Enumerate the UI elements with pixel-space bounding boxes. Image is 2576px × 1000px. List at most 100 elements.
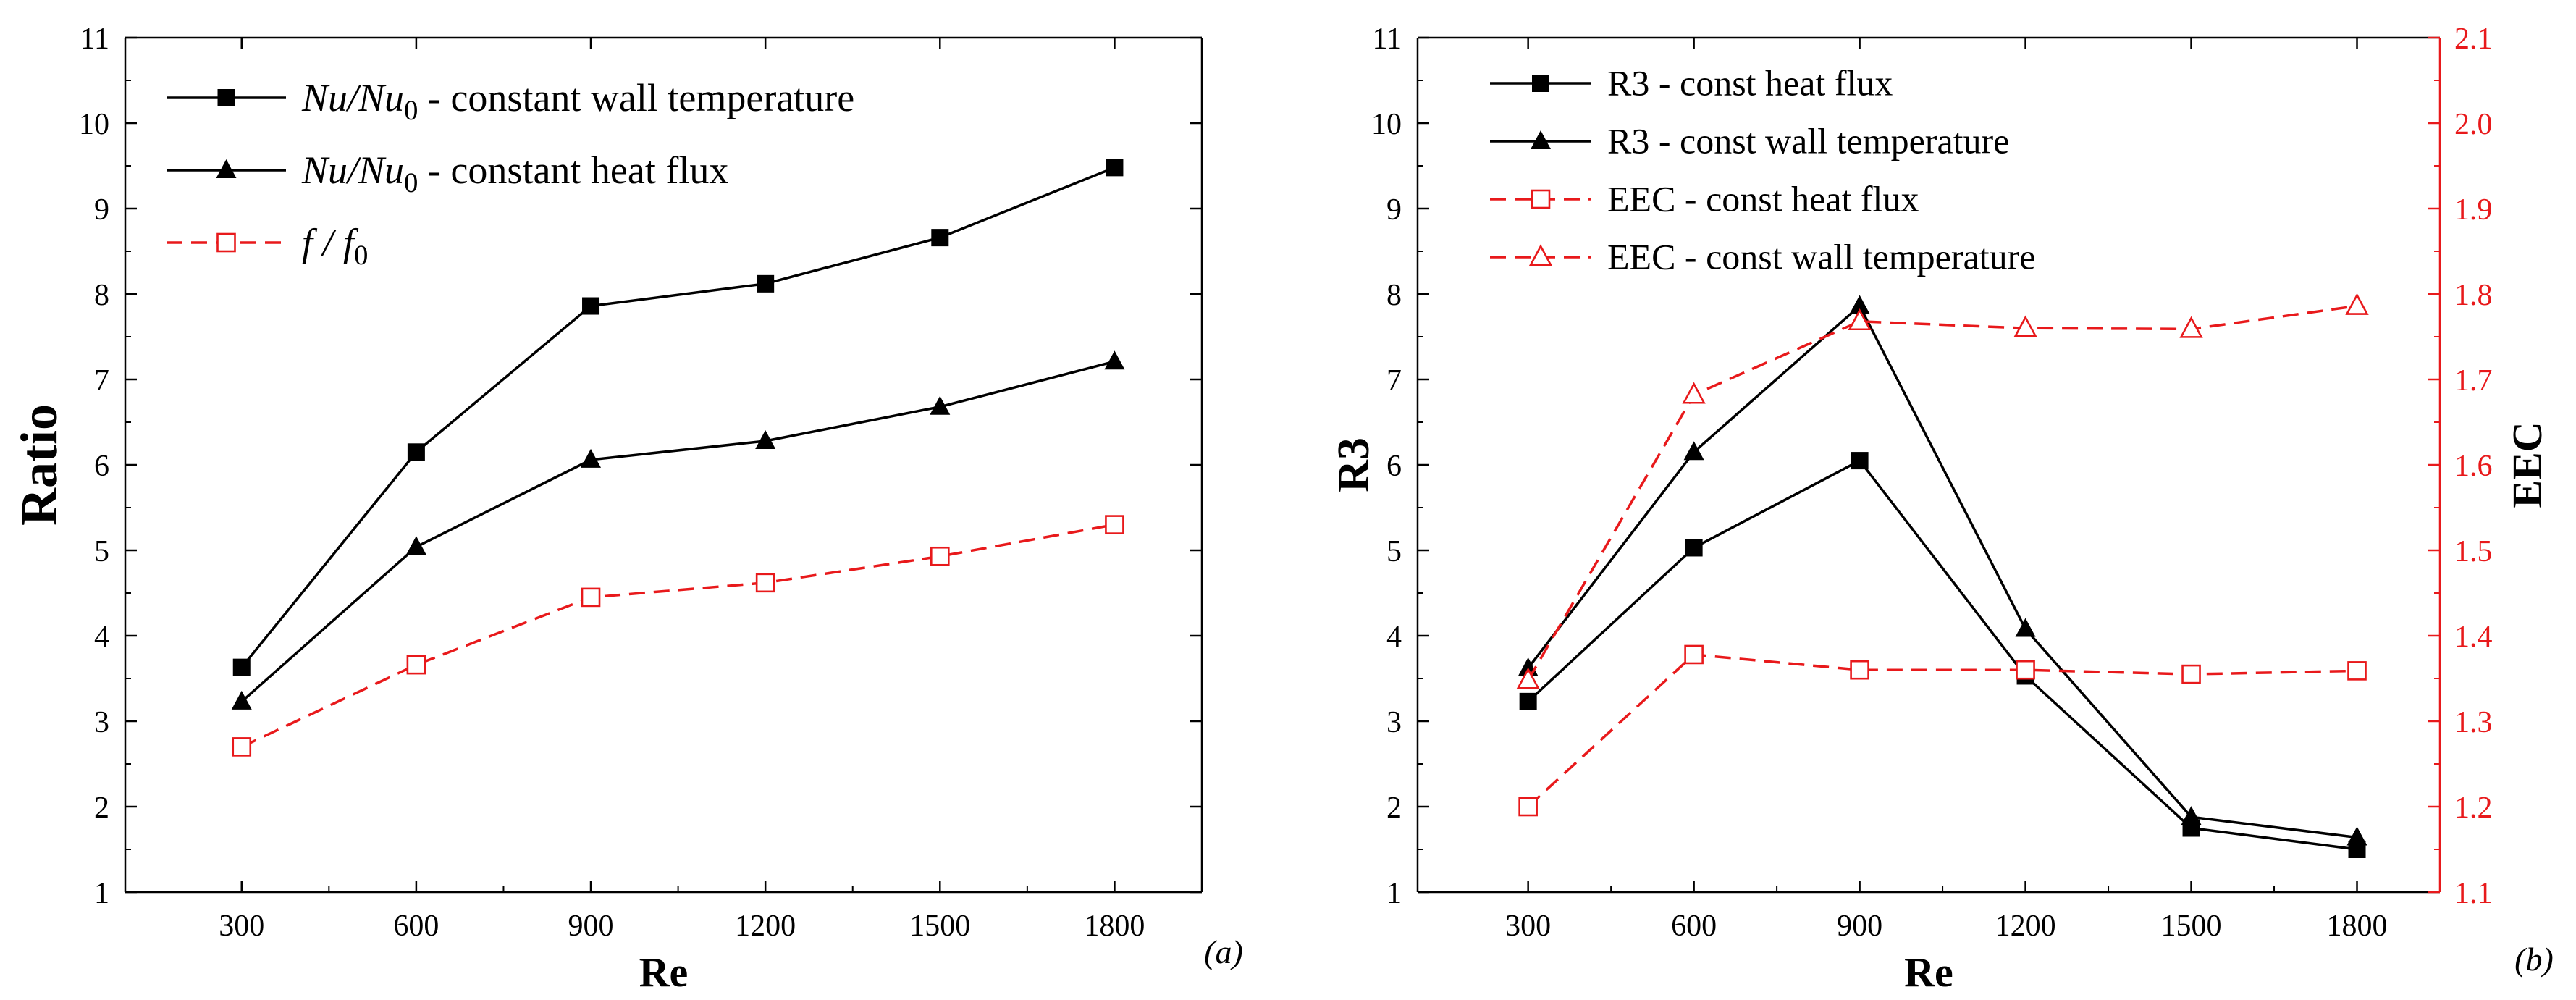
y2-tick-label: 1.4 (2454, 621, 2493, 654)
y-tick-label: 10 (79, 108, 109, 141)
legend-marker (216, 232, 236, 253)
x-tick-label: 1200 (735, 909, 796, 943)
data-point (1850, 660, 1869, 680)
legend-marker (1531, 189, 1551, 209)
y2-tick-label: 1.9 (2454, 193, 2493, 227)
legend-label-math: f / f (302, 221, 359, 264)
data-point (582, 297, 600, 315)
y-tick-label: 7 (94, 364, 109, 398)
y-axis-label: R3 (1329, 437, 1379, 492)
data-point (930, 395, 951, 415)
legend-marker (1531, 130, 1551, 149)
y2-tick-label: 1.3 (2454, 706, 2493, 739)
legend-label: EEC - const heat flux (1607, 179, 1919, 219)
y-tick-label: 1 (94, 877, 109, 910)
data-point (1516, 667, 1540, 689)
x-tick-label: 1200 (1995, 909, 2056, 943)
y2-tick-label: 1.6 (2454, 450, 2493, 483)
series-2 (1518, 644, 2367, 817)
data-point (1683, 441, 1704, 461)
y-tick-label: 11 (1373, 22, 1402, 56)
data-point (407, 443, 425, 461)
data-point (581, 448, 602, 468)
y-axis-label: Ratio (10, 404, 68, 526)
legend-label-subscript: 0 (404, 167, 418, 198)
y2-tick-label: 1.1 (2454, 877, 2493, 910)
legend-label: Nu/Nu0 - constant heat flux (301, 148, 728, 198)
data-point (2346, 826, 2367, 846)
legend-label-math: Nu/Nu (301, 148, 404, 192)
y2-tick-label: 2.0 (2454, 108, 2493, 141)
y-tick-label: 9 (1386, 193, 1402, 227)
x-tick-label: 1800 (1084, 909, 1145, 943)
data-point (232, 737, 252, 757)
data-point (1105, 515, 1124, 534)
y2-tick-label: 1.8 (2454, 279, 2493, 312)
legend: R3 - const heat flux R3 - const wall temp… (1490, 63, 2035, 277)
y-tick-label: 8 (1386, 279, 1402, 312)
legend-entry: f / f0 (167, 221, 368, 271)
y-tick-label: 6 (1386, 450, 1402, 483)
legend-label-math: Nu/Nu (301, 76, 404, 119)
y-tick-label: 5 (94, 535, 109, 568)
data-point (2181, 806, 2202, 825)
legend-label: Nu/Nu0 - constant wall temperature (301, 76, 854, 126)
data-point (757, 274, 775, 293)
panel-label: (b) (2514, 941, 2554, 978)
series-1 (231, 350, 1125, 710)
legend-entry: EEC - const heat flux (1490, 179, 1919, 219)
data-point (2179, 316, 2203, 338)
x-tick-label: 1800 (2327, 909, 2388, 943)
chart-panel-a: 1 2 3 4 5 6 7 8 9 10 11 300 600 900 1200 1500 1800 Re Rati… (10, 22, 1243, 996)
x-tick-label: 300 (1505, 909, 1551, 943)
legend: Nu/Nu0 - constant wall temperatureNu/Nu0… (167, 76, 854, 271)
x-tick-label: 600 (1671, 909, 1717, 943)
series-line (1527, 653, 2357, 808)
y-tick-label: 6 (94, 450, 109, 483)
legend-label-subscript: 0 (404, 95, 418, 126)
y-tick-label: 8 (94, 279, 109, 312)
data-point (755, 429, 776, 449)
panel-label: (a) (1204, 933, 1243, 970)
series-line (240, 360, 1115, 703)
legend-entry: R3 - const wall temperature (1490, 121, 2009, 161)
legend-label: R3 - const wall temperature (1607, 121, 2009, 161)
data-point (2016, 660, 2035, 680)
y2-axis-label: EEC (2504, 421, 2551, 508)
legend-entry: Nu/Nu0 - constant heat flux (167, 148, 728, 198)
y-tick-label: 10 (1371, 108, 1402, 141)
data-point (232, 658, 251, 676)
legend-marker (1528, 244, 1553, 266)
y-tick-label: 4 (1386, 621, 1402, 654)
legend-label: f / f0 (302, 221, 368, 271)
x-tick-label: 1500 (909, 909, 970, 943)
data-point (930, 546, 950, 566)
x-tick-label: 1500 (2161, 909, 2222, 943)
y-tick-label: 5 (1386, 535, 1402, 568)
data-point (231, 690, 252, 710)
legend-marker (1532, 75, 1549, 92)
data-point (1518, 797, 1538, 817)
legend-label: R3 - const heat flux (1607, 63, 1893, 104)
legend-label-text: - constant wall temperature (418, 76, 854, 119)
series-line (241, 523, 1115, 748)
data-point (406, 655, 426, 675)
y-tick-label: 2 (94, 791, 109, 825)
series-3 (1516, 293, 2369, 689)
series-line (1527, 304, 2357, 681)
y2-tick-label: 2.1 (2454, 22, 2493, 56)
data-point (1851, 452, 1869, 470)
x-tick-label: 300 (219, 909, 264, 943)
series-0 (232, 159, 1124, 676)
y-tick-label: 3 (94, 706, 109, 739)
legend-marker (216, 159, 237, 178)
series-line (240, 166, 1116, 668)
data-point (1848, 308, 1872, 331)
legend-marker (217, 89, 235, 106)
data-point (1682, 382, 1706, 404)
x-tick-label: 900 (1837, 909, 1882, 943)
data-point (1684, 644, 1704, 665)
y2-tick-label: 1.2 (2454, 791, 2493, 825)
data-point (2013, 315, 2037, 337)
y-tick-label: 1 (1386, 877, 1402, 910)
